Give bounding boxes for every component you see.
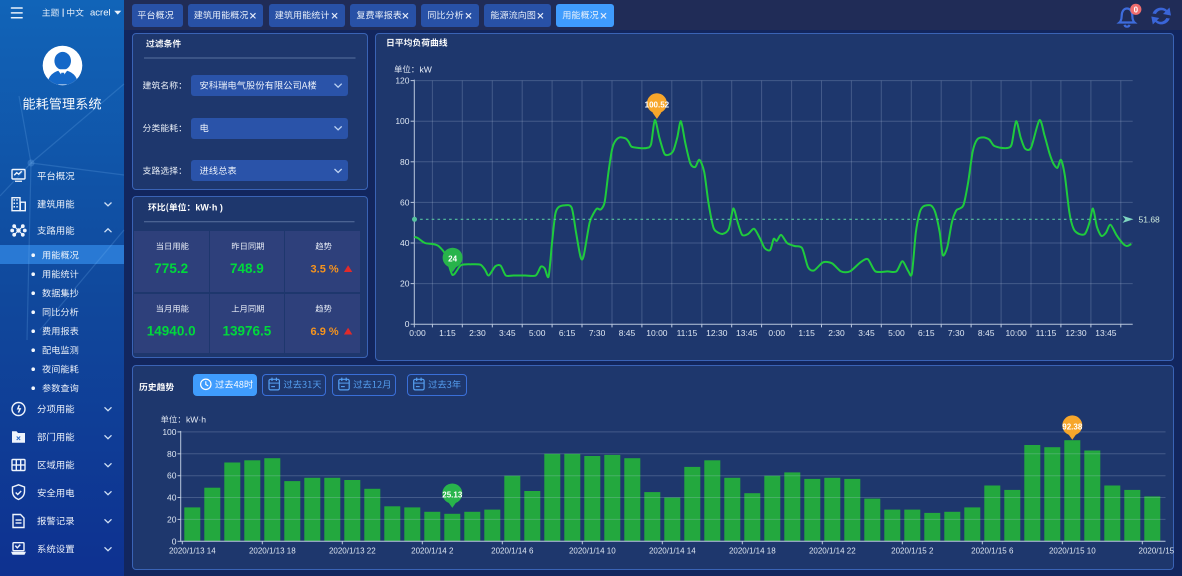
svg-text:8:45: 8:45 [619,328,636,338]
svg-text:100: 100 [162,427,176,437]
svg-text:51.68: 51.68 [1139,214,1161,224]
svg-text:3.5 %: 3.5 % [311,263,339,275]
svg-text:2020/1/14 18: 2020/1/14 18 [729,547,776,556]
svg-text:24: 24 [448,255,457,264]
svg-text:2020/1/15 10: 2020/1/15 10 [1049,547,1096,556]
svg-text:2:30: 2:30 [828,328,845,338]
svg-text:775.2: 775.2 [154,261,188,276]
svg-text:2020/1/14 14: 2020/1/14 14 [649,547,696,556]
svg-text:13976.5: 13976.5 [222,323,271,338]
svg-text:12:30: 12:30 [1065,328,1087,338]
svg-text:10:00: 10:00 [1005,328,1027,338]
svg-text:1:15: 1:15 [439,328,456,338]
svg-text:2020/1/13 22: 2020/1/13 22 [329,547,376,556]
svg-text:80: 80 [400,157,410,167]
svg-text:14940.0: 14940.0 [147,323,196,338]
svg-text:2020/1/14 10: 2020/1/14 10 [569,547,616,556]
svg-text:kW·h ): kW·h ) [195,203,223,213]
svg-text:2020/1/14 22: 2020/1/14 22 [809,547,856,556]
svg-text:20: 20 [167,514,177,524]
svg-text:20: 20 [400,279,410,289]
svg-text:7:30: 7:30 [589,328,606,338]
svg-text:25.13: 25.13 [442,491,463,500]
svg-text:10:00: 10:00 [646,328,668,338]
svg-text:2020/1/15 6: 2020/1/15 6 [971,547,1014,556]
svg-text:0: 0 [405,319,410,329]
svg-text:2020/1/14 2: 2020/1/14 2 [411,547,454,556]
svg-text:0: 0 [1134,5,1139,14]
svg-text:11:15: 11:15 [1036,328,1057,338]
svg-text:0:00: 0:00 [409,328,426,338]
svg-text:2020/1/15 2: 2020/1/15 2 [891,547,934,556]
svg-text:40: 40 [400,238,410,248]
svg-text:80: 80 [167,449,177,459]
svg-text:6:15: 6:15 [559,328,576,338]
svg-text:kW: kW [420,64,433,74]
svg-text:kW·h: kW·h [186,415,206,425]
svg-text:0:00: 0:00 [768,328,785,338]
svg-text:1:15: 1:15 [798,328,815,338]
svg-text:acrel: acrel [90,8,111,19]
svg-text:11:15: 11:15 [677,328,698,338]
svg-text:3:45: 3:45 [858,328,875,338]
svg-text:120: 120 [395,76,409,86]
svg-text:7:30: 7:30 [948,328,965,338]
svg-text:60: 60 [167,471,177,481]
svg-text:2020/1/15: 2020/1/15 [1139,547,1175,556]
svg-text:6.9 %: 6.9 % [311,326,339,338]
svg-text:2020/1/14 6: 2020/1/14 6 [491,547,534,556]
svg-text:8:45: 8:45 [978,328,995,338]
svg-text:3:45: 3:45 [499,328,516,338]
svg-text:6:15: 6:15 [918,328,935,338]
svg-text:60: 60 [400,197,410,207]
svg-text:92.38: 92.38 [1062,422,1083,431]
svg-text:2020/1/13 18: 2020/1/13 18 [249,547,296,556]
svg-text:2020/1/13 14: 2020/1/13 14 [169,547,216,556]
svg-text:748.9: 748.9 [230,261,264,276]
svg-text:100: 100 [395,116,409,126]
svg-text:13:45: 13:45 [1095,328,1117,338]
svg-text:0: 0 [172,536,177,546]
svg-text:100.52: 100.52 [645,100,670,109]
svg-text:2:30: 2:30 [469,328,486,338]
svg-text:40: 40 [167,493,177,503]
svg-text:12:30: 12:30 [706,328,728,338]
svg-text:5:00: 5:00 [529,328,546,338]
svg-text:5:00: 5:00 [888,328,905,338]
svg-text:13:45: 13:45 [736,328,758,338]
